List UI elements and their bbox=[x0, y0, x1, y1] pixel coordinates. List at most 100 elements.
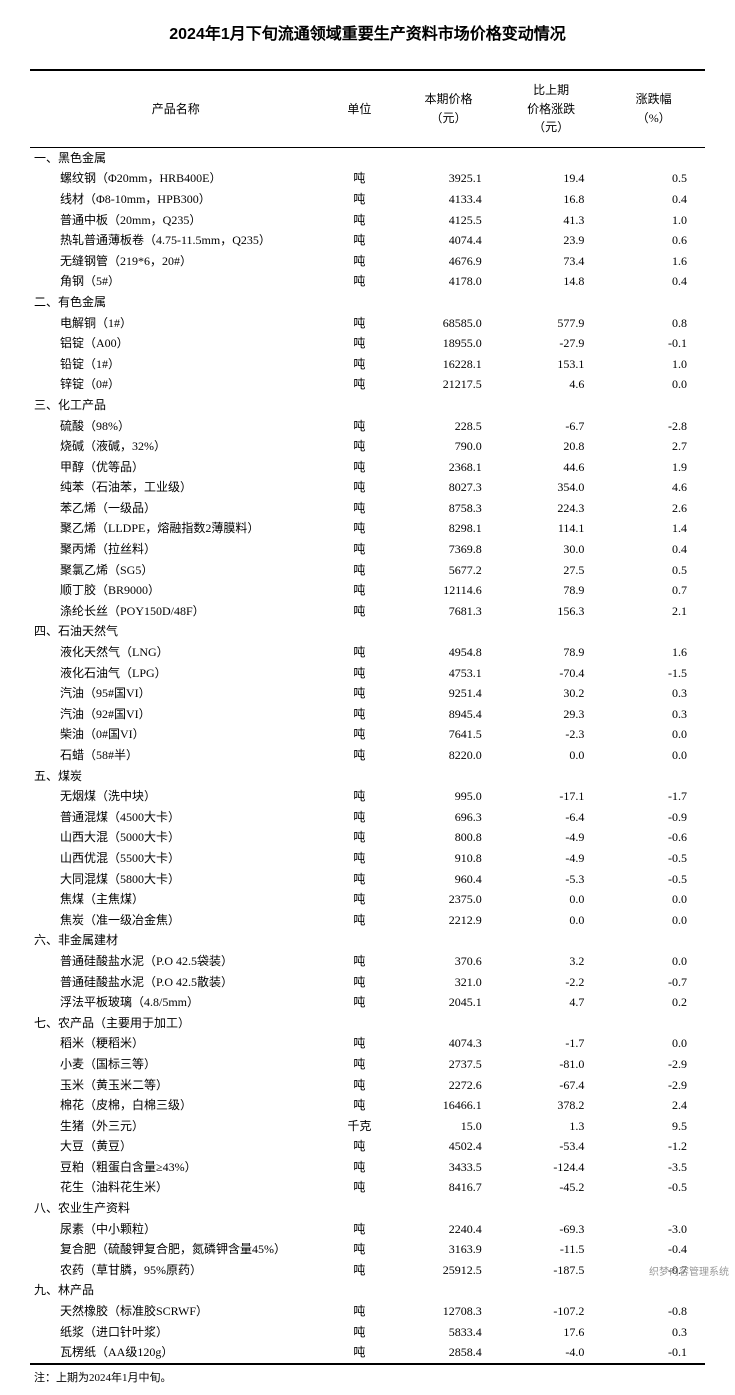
change-cell: 224.3 bbox=[500, 498, 603, 519]
table-row: 瓦楞纸（AA级120g）吨2858.4-4.0-0.1 bbox=[30, 1342, 705, 1364]
product-name: 复合肥（硫酸钾复合肥，氮磷钾含量45%） bbox=[30, 1239, 322, 1260]
price-cell: 3925.1 bbox=[397, 168, 500, 189]
table-row: 无烟煤（洗中块）吨995.0-17.1-1.7 bbox=[30, 786, 705, 807]
change-cell: 78.9 bbox=[500, 642, 603, 663]
col-header-price: 本期价格 （元） bbox=[397, 70, 500, 147]
product-name: 尿素（中小颗粒） bbox=[30, 1219, 322, 1240]
product-name: 聚乙烯（LLDPE，熔融指数2薄膜料） bbox=[30, 518, 322, 539]
change-cell: 78.9 bbox=[500, 580, 603, 601]
pct-cell: 0.3 bbox=[602, 1322, 705, 1343]
change-cell: 156.3 bbox=[500, 601, 603, 622]
pct-cell: -0.1 bbox=[602, 333, 705, 354]
category-label: 五、煤炭 bbox=[30, 766, 705, 787]
unit-cell: 吨 bbox=[322, 1260, 398, 1281]
category-row: 三、化工产品 bbox=[30, 395, 705, 416]
change-cell: -45.2 bbox=[500, 1177, 603, 1198]
unit-cell: 千克 bbox=[322, 1116, 398, 1137]
unit-cell: 吨 bbox=[322, 313, 398, 334]
product-name: 普通混煤（4500大卡） bbox=[30, 807, 322, 828]
price-cell: 4178.0 bbox=[397, 271, 500, 292]
table-row: 铅锭（1#）吨16228.1153.11.0 bbox=[30, 354, 705, 375]
pct-cell: -2.9 bbox=[602, 1075, 705, 1096]
unit-cell: 吨 bbox=[322, 992, 398, 1013]
product-name: 顺丁胶（BR9000） bbox=[30, 580, 322, 601]
price-cell: 25912.5 bbox=[397, 1260, 500, 1281]
price-cell: 8027.3 bbox=[397, 477, 500, 498]
change-cell: 14.8 bbox=[500, 271, 603, 292]
category-row: 七、农产品（主要用于加工） bbox=[30, 1013, 705, 1034]
price-cell: 4676.9 bbox=[397, 251, 500, 272]
pct-cell: 0.8 bbox=[602, 313, 705, 334]
change-cell: 19.4 bbox=[500, 168, 603, 189]
change-cell: 30.0 bbox=[500, 539, 603, 560]
unit-cell: 吨 bbox=[322, 704, 398, 725]
unit-cell: 吨 bbox=[322, 1342, 398, 1364]
price-cell: 800.8 bbox=[397, 827, 500, 848]
table-row: 尿素（中小颗粒）吨2240.4-69.3-3.0 bbox=[30, 1219, 705, 1240]
pct-cell: 0.4 bbox=[602, 271, 705, 292]
pct-cell: 0.0 bbox=[602, 951, 705, 972]
product-name: 甲醇（优等品） bbox=[30, 457, 322, 478]
pct-cell: 1.0 bbox=[602, 210, 705, 231]
change-cell: 153.1 bbox=[500, 354, 603, 375]
product-name: 液化天然气（LNG） bbox=[30, 642, 322, 663]
change-cell: -107.2 bbox=[500, 1301, 603, 1322]
pct-cell: -0.7 bbox=[602, 972, 705, 993]
unit-cell: 吨 bbox=[322, 807, 398, 828]
change-cell: 0.0 bbox=[500, 745, 603, 766]
category-label: 七、农产品（主要用于加工） bbox=[30, 1013, 705, 1034]
product-name: 瓦楞纸（AA级120g） bbox=[30, 1342, 322, 1364]
pct-cell: 0.7 bbox=[602, 580, 705, 601]
price-cell: 2368.1 bbox=[397, 457, 500, 478]
pct-cell: 0.5 bbox=[602, 560, 705, 581]
price-cell: 8945.4 bbox=[397, 704, 500, 725]
change-cell: -70.4 bbox=[500, 663, 603, 684]
price-cell: 8298.1 bbox=[397, 518, 500, 539]
unit-cell: 吨 bbox=[322, 1033, 398, 1054]
unit-cell: 吨 bbox=[322, 848, 398, 869]
change-cell: -2.3 bbox=[500, 724, 603, 745]
change-cell: 16.8 bbox=[500, 189, 603, 210]
product-name: 聚氯乙烯（SG5） bbox=[30, 560, 322, 581]
price-cell: 5833.4 bbox=[397, 1322, 500, 1343]
product-name: 铅锭（1#） bbox=[30, 354, 322, 375]
unit-cell: 吨 bbox=[322, 1136, 398, 1157]
unit-cell: 吨 bbox=[322, 745, 398, 766]
price-cell: 2737.5 bbox=[397, 1054, 500, 1075]
change-cell: -6.4 bbox=[500, 807, 603, 828]
price-cell: 4753.1 bbox=[397, 663, 500, 684]
product-name: 苯乙烯（一级品） bbox=[30, 498, 322, 519]
table-row: 聚氯乙烯（SG5）吨5677.227.50.5 bbox=[30, 560, 705, 581]
change-cell: -2.2 bbox=[500, 972, 603, 993]
product-name: 纸浆（进口针叶浆） bbox=[30, 1322, 322, 1343]
price-cell: 960.4 bbox=[397, 869, 500, 890]
product-name: 纯苯（石油苯，工业级） bbox=[30, 477, 322, 498]
table-header-row: 产品名称 单位 本期价格 （元） 比上期 价格涨跌 （元） 涨跌幅 （%） bbox=[30, 70, 705, 147]
change-cell: 354.0 bbox=[500, 477, 603, 498]
table-row: 柴油（0#国VI）吨7641.5-2.30.0 bbox=[30, 724, 705, 745]
pct-cell: 0.0 bbox=[602, 889, 705, 910]
pct-cell: 0.5 bbox=[602, 168, 705, 189]
unit-cell: 吨 bbox=[322, 1322, 398, 1343]
watermark: 织梦内容管理系统 bbox=[649, 1263, 729, 1278]
product-name: 普通硅酸盐水泥（P.O 42.5袋装） bbox=[30, 951, 322, 972]
category-label: 四、石油天然气 bbox=[30, 621, 705, 642]
table-row: 液化石油气（LPG）吨4753.1-70.4-1.5 bbox=[30, 663, 705, 684]
change-cell: 30.2 bbox=[500, 683, 603, 704]
change-cell: -81.0 bbox=[500, 1054, 603, 1075]
unit-cell: 吨 bbox=[322, 869, 398, 890]
pct-cell: 2.6 bbox=[602, 498, 705, 519]
pct-cell: -1.5 bbox=[602, 663, 705, 684]
unit-cell: 吨 bbox=[322, 1177, 398, 1198]
product-name: 大豆（黄豆） bbox=[30, 1136, 322, 1157]
pct-cell: -0.9 bbox=[602, 807, 705, 828]
pct-cell: 0.0 bbox=[602, 1033, 705, 1054]
table-row: 生猪（外三元）千克15.01.39.5 bbox=[30, 1116, 705, 1137]
price-cell: 4074.4 bbox=[397, 230, 500, 251]
col-header-unit: 单位 bbox=[322, 70, 398, 147]
pct-cell: -2.8 bbox=[602, 416, 705, 437]
unit-cell: 吨 bbox=[322, 374, 398, 395]
product-name: 角钢（5#） bbox=[30, 271, 322, 292]
product-name: 聚丙烯（拉丝料） bbox=[30, 539, 322, 560]
product-name: 普通硅酸盐水泥（P.O 42.5散装） bbox=[30, 972, 322, 993]
